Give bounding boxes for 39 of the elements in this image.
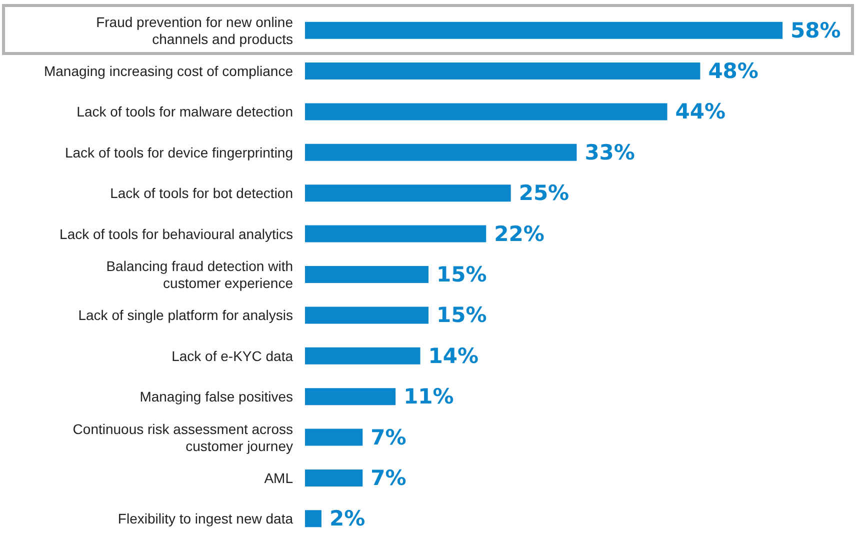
- data-label: 2%: [329, 506, 366, 531]
- data-label: 33%: [584, 140, 635, 164]
- data-label: 58%: [790, 18, 841, 42]
- data-label: 14%: [428, 344, 479, 368]
- data-label: 7%: [370, 466, 406, 490]
- bar: [305, 469, 363, 486]
- bar: [305, 22, 783, 39]
- data-label: 7%: [370, 425, 406, 450]
- bar: [305, 184, 511, 202]
- y-tick-label: Lack of e-KYC data: [172, 348, 294, 364]
- bar: [305, 306, 428, 324]
- data-label: 25%: [518, 181, 570, 206]
- y-tick-label: Lack of tools for behavioural analytics: [60, 226, 293, 242]
- data-label: 48%: [708, 59, 758, 84]
- bar: [305, 62, 700, 80]
- bar: [305, 347, 420, 364]
- bar: [305, 225, 486, 242]
- y-tick-label: Continuous risk assessment across customer journey: [72, 420, 293, 454]
- data-label: 15%: [436, 303, 487, 328]
- bar: [305, 266, 428, 283]
- y-tick-label: Fraud prevention for new online channels and products: [96, 14, 294, 47]
- bar: [305, 510, 322, 528]
- y-tick-label: Managing increasing cost of compliance: [44, 63, 294, 80]
- data-label: 22%: [494, 222, 544, 246]
- y-tick-label: Lack of tools for malware detection: [76, 104, 293, 120]
- bar: [305, 103, 668, 120]
- y-tick-label: Lack of tools for device fingerprinting: [64, 144, 293, 160]
- bar: [305, 428, 363, 446]
- data-label: 44%: [675, 100, 726, 124]
- y-tick-label: Lack of tools for bot detection: [110, 185, 293, 202]
- bar: [305, 144, 577, 161]
- data-label: 15%: [436, 262, 487, 286]
- y-tick-label: Lack of single platform for analysis: [78, 307, 293, 324]
- y-tick-label: Balancing fraud detection with customer experience: [106, 258, 294, 291]
- y-tick-label: AML: [264, 470, 294, 486]
- bar: [305, 388, 396, 406]
- y-tick-label: Flexibility to ingest new data: [118, 510, 294, 527]
- data-label: 11%: [404, 384, 454, 409]
- y-tick-label: Managing false positives: [140, 388, 293, 405]
